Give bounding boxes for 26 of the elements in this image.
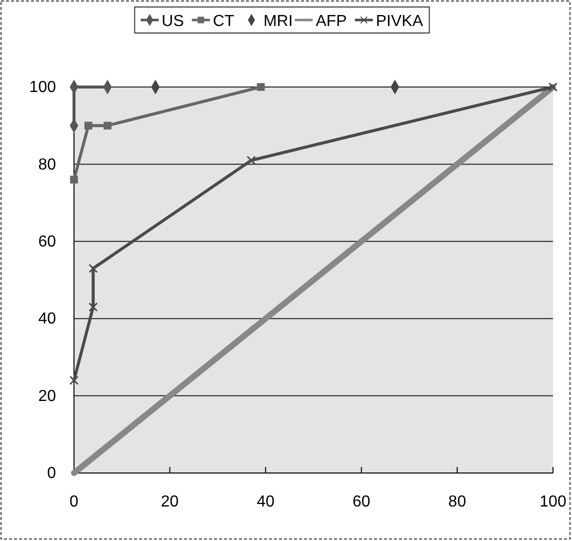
legend-label: CT [212, 13, 234, 30]
y-tick-label: 100 [29, 79, 56, 96]
x-tick-label: 80 [448, 493, 466, 510]
point [88, 264, 98, 273]
point [88, 302, 98, 312]
point [104, 122, 112, 130]
point [548, 82, 558, 92]
y-tick-label: 40 [38, 310, 56, 328]
y-tick-label: 80 [38, 156, 56, 174]
x-tick-label: 100 [540, 493, 566, 510]
x-tick-label: 0 [70, 493, 79, 510]
legend-label: AFP [316, 13, 347, 30]
legend-label: PIVKA [376, 13, 424, 30]
y-tick-label: 20 [38, 388, 56, 405]
point [69, 376, 79, 385]
x-tick-label: 40 [256, 493, 275, 510]
point [246, 156, 256, 165]
legend-label: US [162, 13, 184, 30]
x-tick-label: 20 [160, 493, 179, 510]
point [70, 176, 78, 184]
point [84, 122, 92, 130]
legend-label: MRI [263, 13, 293, 30]
y-tick-label: 0 [47, 465, 56, 482]
point [256, 83, 265, 91]
y-tick-label: 60 [38, 234, 56, 251]
x-tick-label: 60 [352, 493, 370, 510]
